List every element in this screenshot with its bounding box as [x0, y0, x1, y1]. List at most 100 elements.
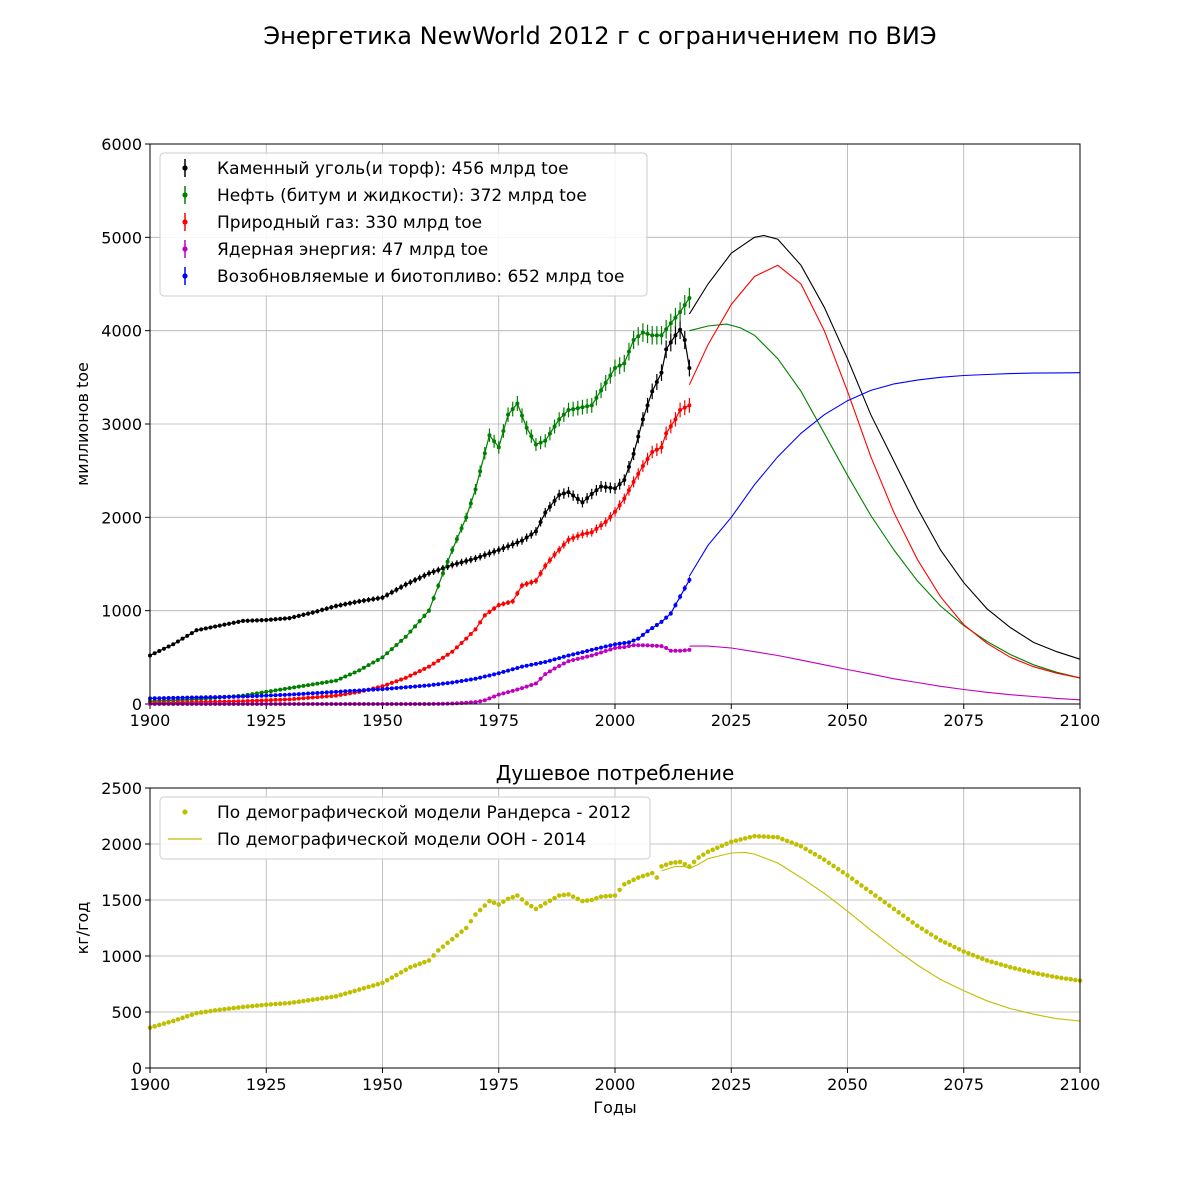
- data-point: [389, 680, 394, 685]
- data-point: [306, 691, 311, 696]
- data-point: [468, 501, 473, 506]
- data-point: [952, 944, 957, 950]
- data-point: [380, 595, 385, 600]
- data-point: [478, 675, 483, 680]
- data-point: [673, 648, 678, 653]
- data-point: [482, 451, 487, 456]
- data-point: [277, 1001, 283, 1007]
- data-point: [464, 678, 469, 683]
- data-point: [306, 695, 311, 700]
- data-point: [506, 668, 511, 673]
- data-point: [496, 548, 501, 552]
- y-tick-label: 500: [111, 1003, 142, 1022]
- data-point: [538, 660, 543, 665]
- data-point: [399, 585, 404, 590]
- data-point: [524, 535, 529, 540]
- data-point: [561, 892, 567, 898]
- data-point: [645, 643, 650, 648]
- data-point: [320, 607, 325, 612]
- data-point: [673, 333, 678, 338]
- data-point: [589, 647, 594, 652]
- data-point: [273, 693, 278, 698]
- data-point: [524, 425, 529, 430]
- data-point: [320, 690, 325, 695]
- data-point: [385, 682, 390, 687]
- data-point: [966, 951, 971, 956]
- data-point: [273, 1001, 278, 1007]
- legend-marker-icon: [182, 809, 188, 815]
- data-point: [463, 925, 469, 931]
- x-tick-label: 1975: [478, 711, 519, 730]
- legend-marker-icon: [182, 192, 188, 198]
- data-point: [236, 694, 241, 699]
- data-point: [264, 618, 269, 622]
- x-tick-label: 2075: [943, 711, 984, 730]
- data-point: [287, 1000, 292, 1006]
- data-point: [287, 697, 292, 702]
- data-point: [413, 578, 418, 583]
- data-point: [542, 901, 548, 906]
- data-point: [236, 1005, 241, 1010]
- data-point: [268, 693, 273, 698]
- data-point: [789, 840, 794, 845]
- data-point: [259, 690, 264, 695]
- data-point: [492, 606, 497, 611]
- data-point: [608, 485, 613, 490]
- data-point: [487, 898, 492, 904]
- data-point: [412, 963, 418, 968]
- data-point: [928, 932, 934, 937]
- data-point: [663, 862, 669, 868]
- x-tick-label: 1950: [362, 1075, 403, 1094]
- data-point: [426, 958, 432, 963]
- data-point: [157, 696, 162, 701]
- data-point: [343, 689, 348, 694]
- y-tick-label: 1000: [101, 602, 142, 621]
- data-point: [254, 1003, 260, 1008]
- data-point: [640, 417, 645, 422]
- x-tick-label: 2100: [1060, 1075, 1101, 1094]
- data-point: [352, 670, 357, 675]
- data-point: [547, 658, 552, 663]
- data-point: [315, 609, 320, 614]
- data-point: [631, 877, 636, 883]
- data-point: [454, 933, 460, 938]
- data-point: [1059, 975, 1064, 981]
- data-point: [473, 627, 478, 632]
- data-point: [821, 857, 827, 862]
- data-point: [171, 695, 176, 700]
- data-point: [626, 640, 631, 645]
- data-point: [301, 612, 306, 617]
- data-point: [585, 531, 590, 536]
- data-point: [533, 681, 538, 686]
- data-point: [608, 643, 613, 648]
- data-point: [877, 896, 883, 902]
- data-point: [608, 893, 613, 899]
- data-point: [450, 548, 455, 552]
- data-point: [403, 675, 408, 680]
- data-point: [450, 680, 455, 685]
- data-point: [1054, 974, 1060, 980]
- data-point: [427, 608, 431, 613]
- data-point: [678, 310, 683, 314]
- y-axis-label: кг/год: [73, 902, 92, 955]
- data-point: [315, 695, 320, 700]
- data-point: [742, 836, 748, 841]
- data-point: [631, 451, 636, 456]
- data-point: [506, 412, 511, 417]
- data-point: [622, 641, 627, 646]
- data-point: [454, 645, 459, 650]
- data-point: [538, 903, 543, 909]
- data-point: [310, 610, 315, 615]
- y-tick-label: 2500: [101, 779, 142, 798]
- data-point: [543, 438, 548, 443]
- data-point: [914, 923, 920, 929]
- data-point: [343, 602, 348, 607]
- data-point: [454, 561, 459, 566]
- data-point: [515, 540, 520, 545]
- data-point: [241, 699, 245, 704]
- legend: Каменный уголь(и торф): 456 млрд toe Нефт…: [159, 152, 648, 297]
- data-point: [650, 389, 655, 394]
- data-point: [189, 631, 194, 636]
- data-point: [161, 1021, 167, 1026]
- legend-label: Ядерная энергия: 47 млрд toe: [217, 240, 488, 260]
